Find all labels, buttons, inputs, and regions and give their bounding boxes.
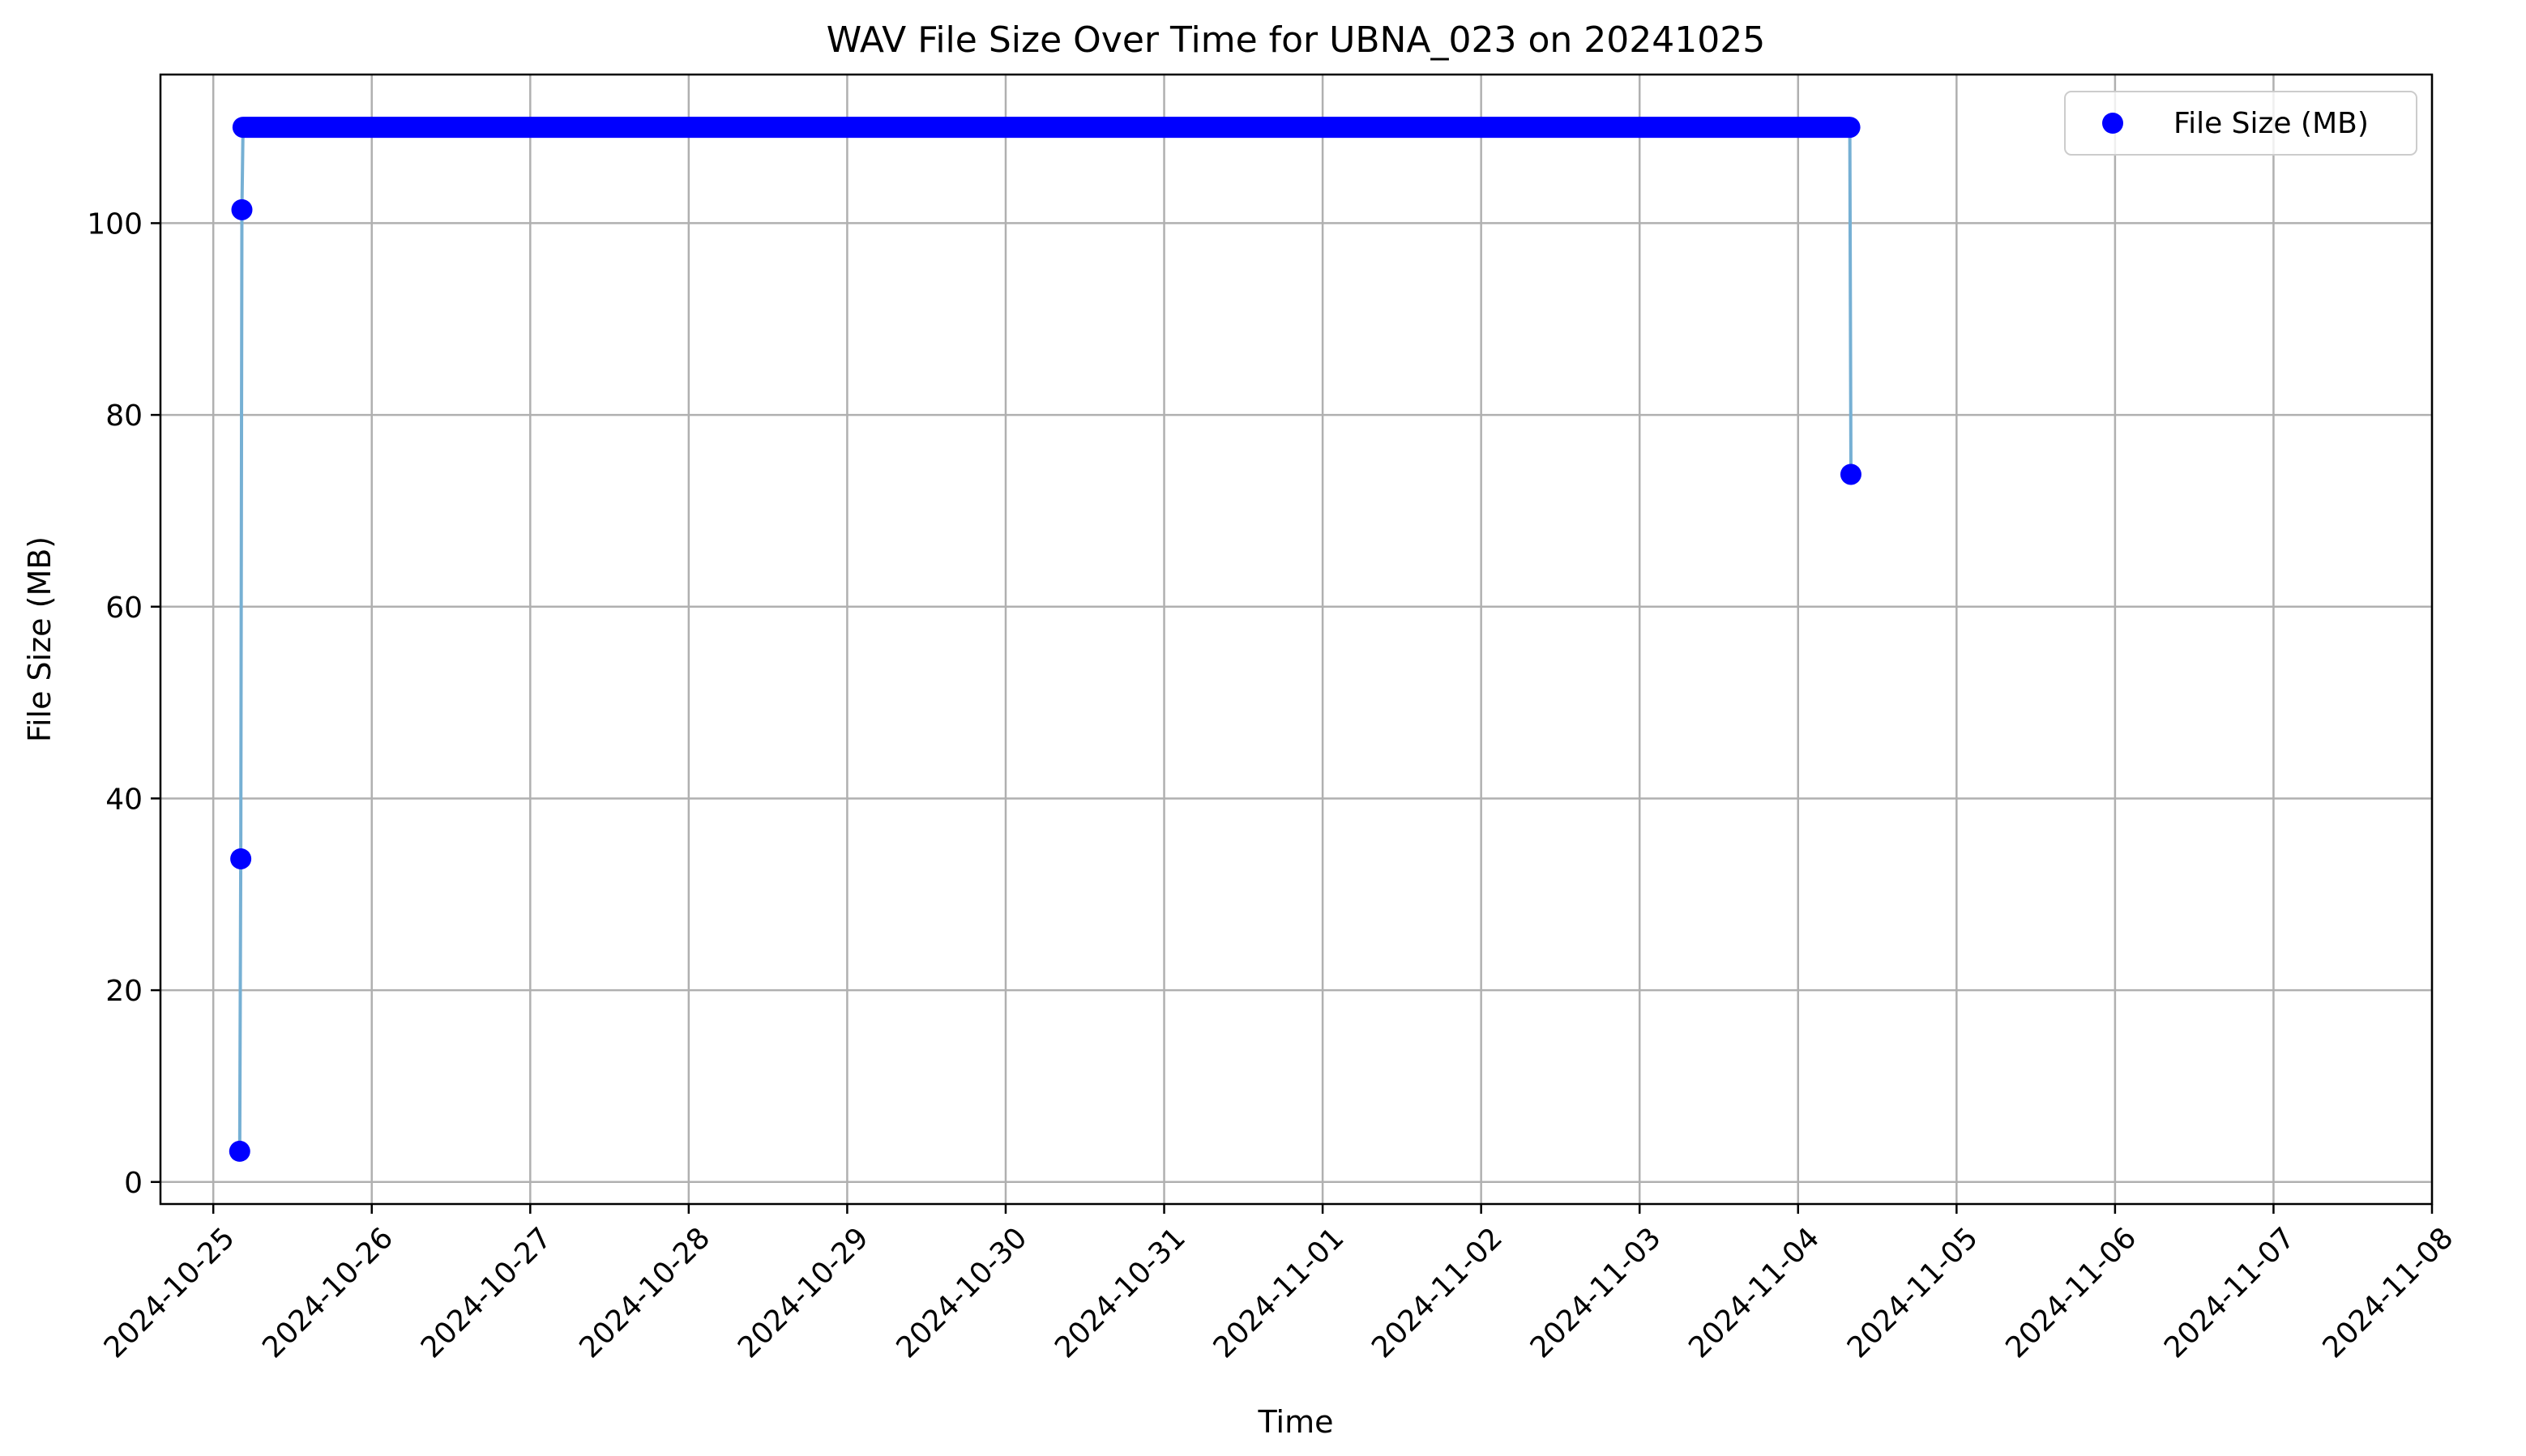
x-axis-label: Time	[1258, 1404, 1334, 1440]
y-tick-label: 60	[105, 591, 143, 625]
data-point	[230, 848, 252, 869]
y-tick-label: 20	[105, 975, 143, 1008]
plot-frame	[159, 73, 2434, 1206]
legend-box	[2064, 91, 2417, 156]
y-tick-label: 0	[124, 1167, 143, 1200]
data-point	[1840, 463, 1861, 485]
legend-marker	[2102, 113, 2123, 134]
y-tick-label: 40	[105, 783, 143, 816]
legend: File Size (MB)	[2064, 91, 2417, 156]
legend-entry-file-size: File Size (MB)	[2173, 107, 2369, 140]
y-tick-label: 100	[87, 207, 143, 241]
chart-title: WAV File Size Over Time for UBNA_023 on …	[827, 19, 1765, 61]
plot-area	[229, 117, 1861, 1162]
y-tick-label: 80	[105, 399, 143, 433]
data-point	[231, 199, 253, 220]
y-axis: 0 20 40 60 80 100	[87, 207, 160, 1200]
y-axis-label: File Size (MB)	[22, 536, 58, 742]
data-point	[229, 1140, 250, 1162]
